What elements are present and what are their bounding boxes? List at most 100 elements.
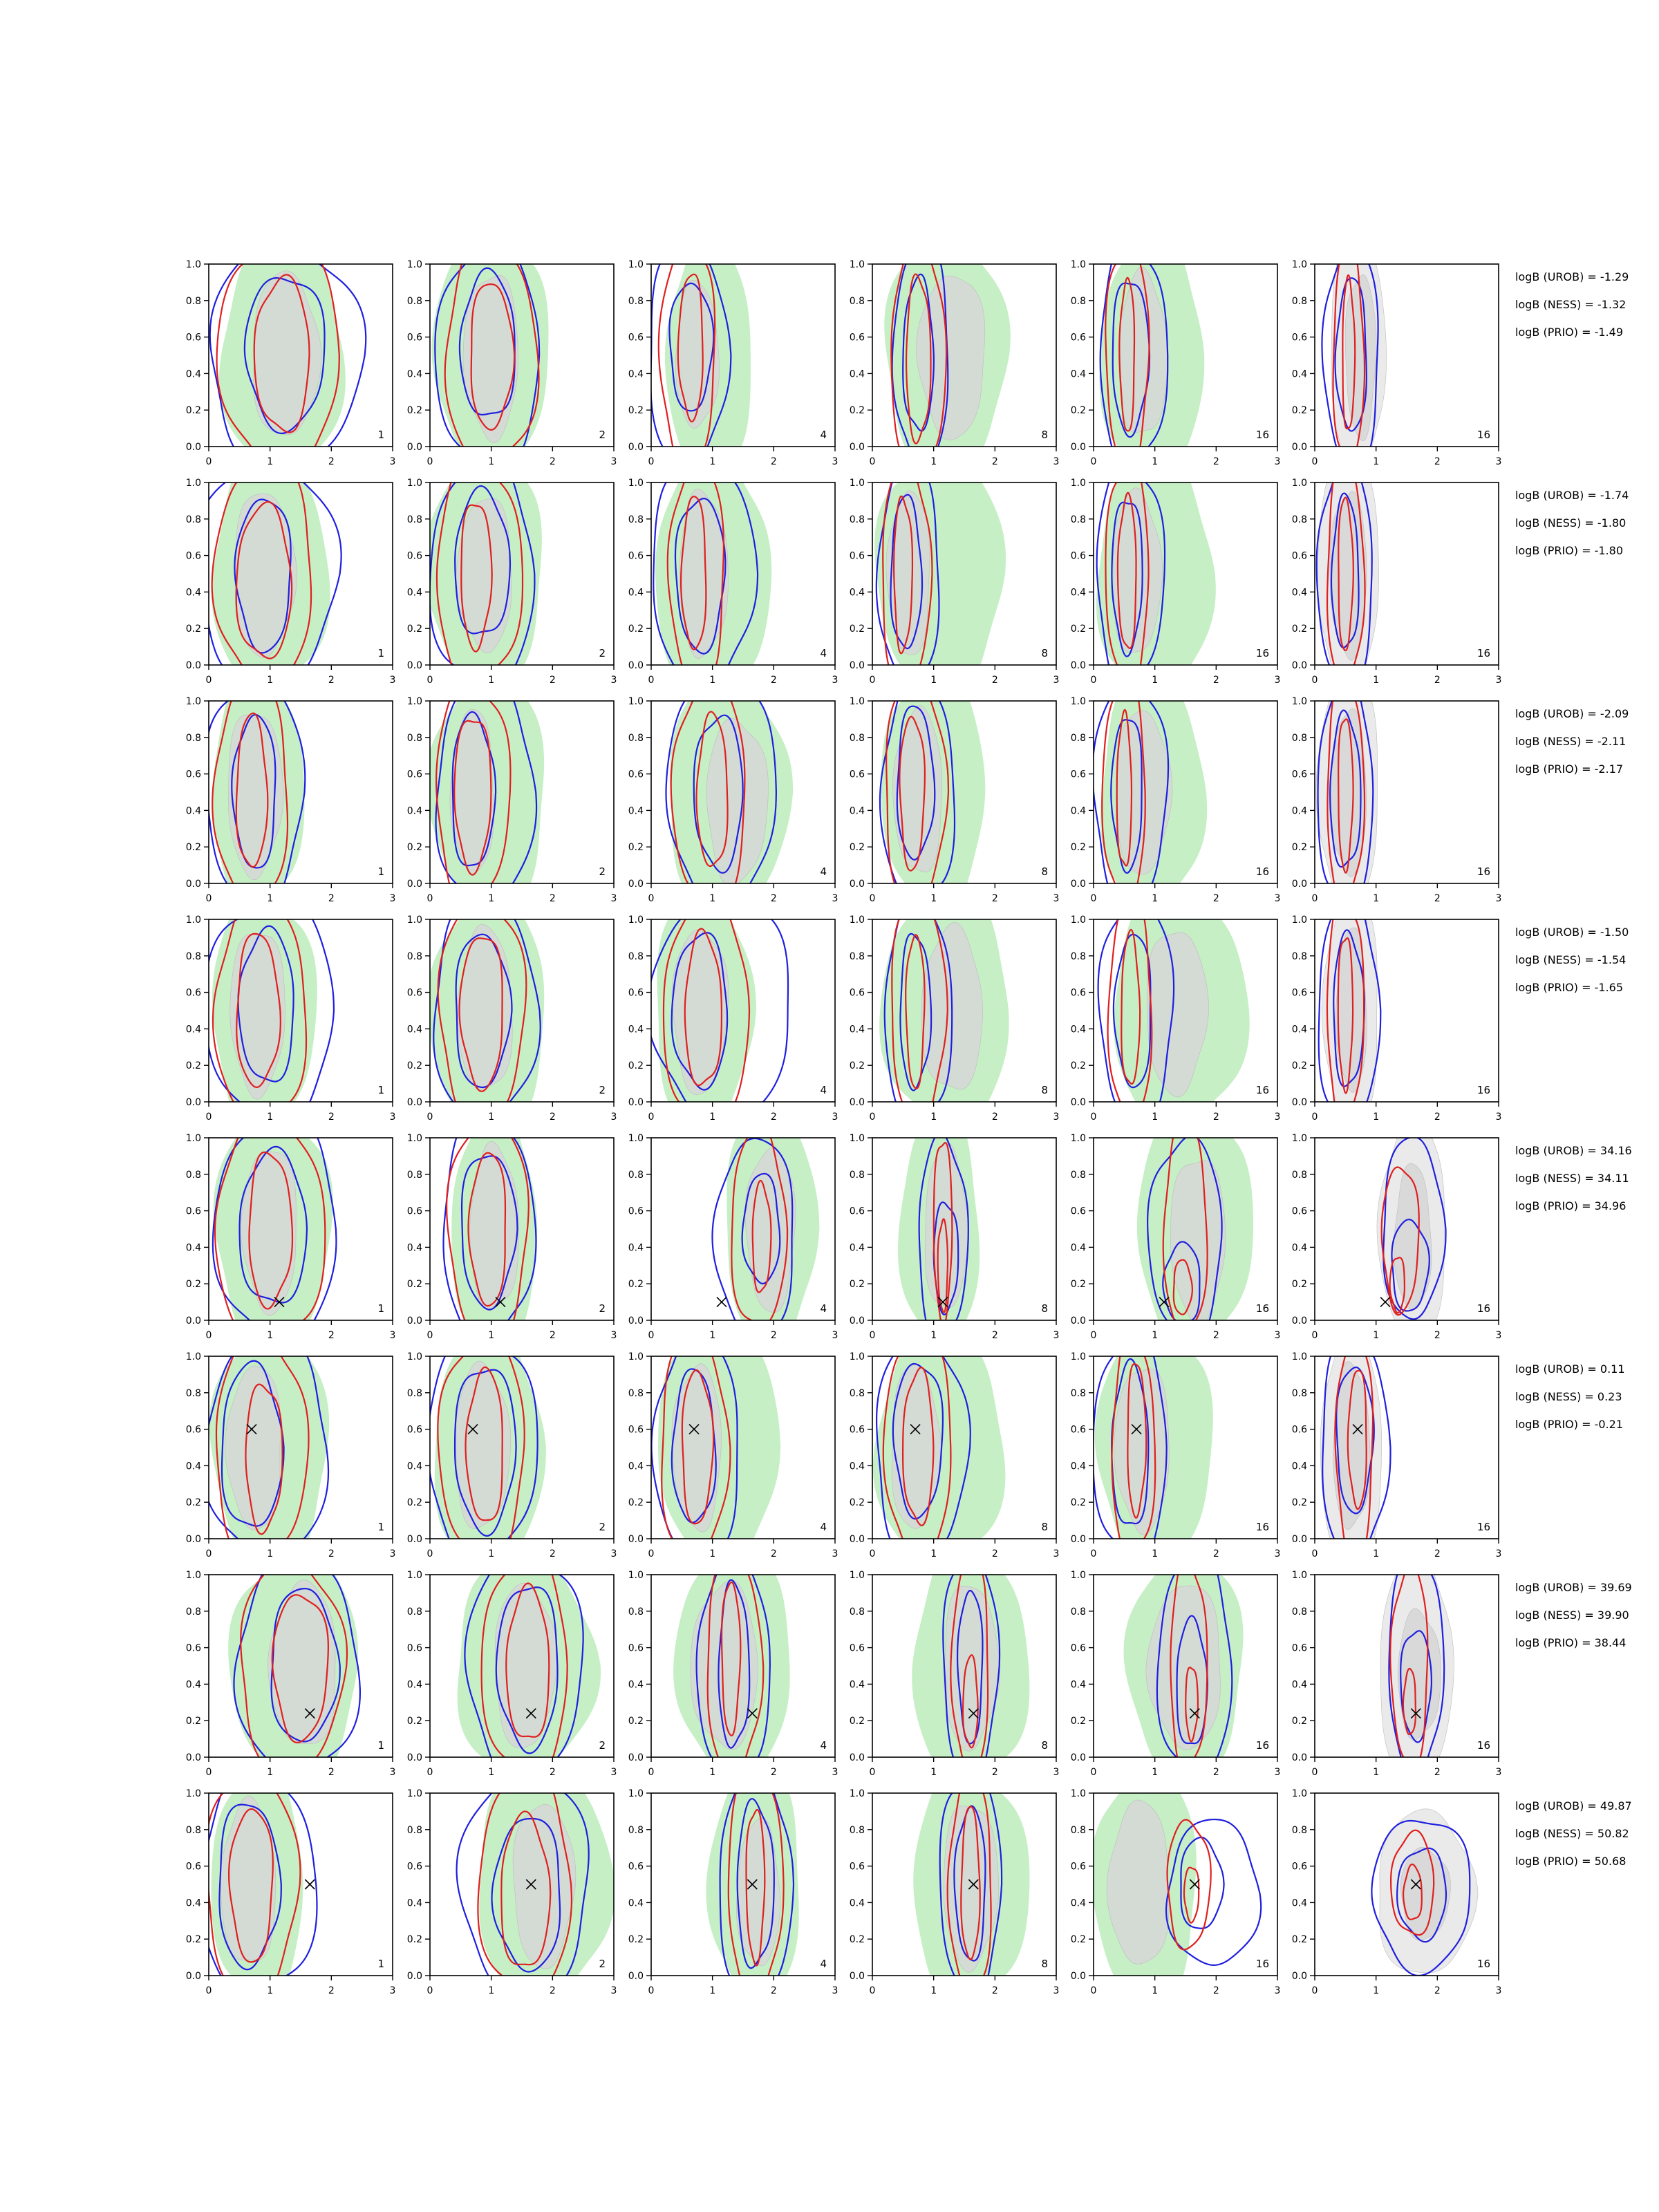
y-tick-label: 1.0 bbox=[628, 1788, 644, 1799]
axes-frame bbox=[208, 1792, 393, 1976]
y-tick-label: 0.8 bbox=[186, 1825, 201, 1836]
x-tick-label: 3 bbox=[1053, 1112, 1060, 1123]
x-mark-stroke bbox=[747, 1708, 758, 1719]
red-contour-5 bbox=[212, 919, 308, 1102]
gray-contour-2 bbox=[916, 275, 986, 440]
y-tick-label: 0.2 bbox=[850, 1497, 865, 1508]
blue-contour-4 bbox=[218, 1803, 282, 1971]
y-tick-label: 0.4 bbox=[186, 587, 201, 598]
blue-contour-4 bbox=[1111, 501, 1143, 657]
plot-area bbox=[879, 919, 1009, 1102]
panel-r3-c6: 0 1 2 3 0.0 0.2 0.4 0.6 0.8 1.0 16 bbox=[1292, 696, 1502, 904]
x-tick-label: 0 bbox=[206, 456, 212, 467]
y-tick-label: 0.6 bbox=[850, 769, 865, 780]
x-tick-label: 1 bbox=[1373, 1330, 1379, 1341]
y-tick-label: 1.0 bbox=[1071, 1133, 1086, 1144]
y-tick-label: 0.6 bbox=[186, 1206, 201, 1217]
y-tick-label: 1.0 bbox=[186, 1570, 201, 1581]
red-contour-6 bbox=[235, 712, 269, 868]
axes-frame bbox=[1093, 1356, 1278, 1539]
panel-r2-c6: 0 1 2 3 0.0 0.2 0.4 0.6 0.8 1.0 16 bbox=[1292, 478, 1502, 686]
plot-area bbox=[711, 1138, 820, 1320]
y-tick-label: 0.4 bbox=[407, 1897, 422, 1909]
x-tick-label: 2 bbox=[771, 1330, 777, 1341]
y-tick-label: 0.2 bbox=[407, 1279, 422, 1290]
panel-r1-c4: 0 1 2 3 0.0 0.2 0.4 0.6 0.8 1.0 8 bbox=[850, 259, 1060, 467]
logb-label: logB (UROB) = -1.29 bbox=[1515, 270, 1629, 283]
x-mark-icon bbox=[1410, 1708, 1421, 1719]
x-tick-label: 0 bbox=[206, 1767, 212, 1778]
x-tick-label: 3 bbox=[1275, 1767, 1281, 1778]
panel-count-label: 1 bbox=[377, 429, 384, 441]
panel-r7-c1: 0 1 2 3 0.0 0.2 0.4 0.6 0.8 1.0 1 bbox=[186, 1570, 396, 1778]
red-contour-5 bbox=[445, 1138, 529, 1320]
logb-label: logB (PRIO) = -0.21 bbox=[1515, 1418, 1623, 1431]
x-tick-label: 3 bbox=[1496, 1330, 1502, 1341]
y-tick-label: 0.8 bbox=[850, 951, 865, 962]
x-tick-label: 0 bbox=[427, 893, 433, 904]
y-tick-label: 0.6 bbox=[186, 551, 201, 562]
gray-contour-2 bbox=[1118, 266, 1168, 433]
y-tick-label: 0.8 bbox=[407, 296, 422, 307]
y-tick-label: 0.4 bbox=[850, 805, 865, 816]
plot-area bbox=[1099, 264, 1205, 447]
red-contour-5 bbox=[212, 701, 289, 883]
y-tick-label: 1.0 bbox=[850, 1570, 865, 1581]
y-tick-label: 0.6 bbox=[1071, 551, 1086, 562]
x-tick-label: 2 bbox=[771, 456, 777, 467]
x-tick-label: 1 bbox=[1373, 1985, 1379, 1996]
x-tick-label: 0 bbox=[206, 893, 212, 904]
y-tick-label: 0.8 bbox=[186, 733, 201, 744]
red-contour-5 bbox=[1334, 1356, 1374, 1539]
x-tick-label: 1 bbox=[1373, 893, 1379, 904]
red-contour-5 bbox=[1162, 1138, 1208, 1320]
blue-contour-4 bbox=[451, 711, 497, 867]
panel-r2-c3: 0 1 2 3 0.0 0.2 0.4 0.6 0.8 1.0 4 bbox=[628, 478, 838, 686]
blue-contour-4 bbox=[455, 933, 513, 1089]
red-contour-5 bbox=[214, 1138, 326, 1320]
y-tick-label: 0.4 bbox=[850, 1242, 865, 1253]
y-tick-label: 1.0 bbox=[1292, 1570, 1307, 1581]
red-contour-5 bbox=[1105, 264, 1150, 447]
panel-r6-c3: 0 1 2 3 0.0 0.2 0.4 0.6 0.8 1.0 4 bbox=[628, 1351, 838, 1559]
panel-count-label: 8 bbox=[1041, 1521, 1048, 1533]
panel-r3-c5: 0 1 2 3 0.0 0.2 0.4 0.6 0.8 1.0 16 bbox=[1071, 696, 1281, 904]
y-tick-label: 1.0 bbox=[1292, 1133, 1307, 1144]
y-tick-label: 0.6 bbox=[1071, 1862, 1086, 1873]
plot-area bbox=[673, 1575, 790, 1757]
y-tick-label: 1.0 bbox=[186, 478, 201, 489]
y-tick-label: 0.0 bbox=[850, 660, 865, 671]
plot-area bbox=[872, 1356, 1006, 1539]
red-contour-5 bbox=[1326, 919, 1365, 1102]
y-tick-label: 0.2 bbox=[628, 405, 644, 416]
red-contour-6 bbox=[245, 1383, 283, 1535]
x-tick-label: 0 bbox=[1312, 1767, 1318, 1778]
y-tick-label: 0.0 bbox=[186, 1752, 201, 1763]
blue-contour-4 bbox=[234, 498, 292, 654]
panel-r8-c1: 0 1 2 3 0.0 0.2 0.4 0.6 0.8 1.0 1 bbox=[186, 1788, 396, 1996]
y-tick-label: 0.0 bbox=[1292, 1534, 1307, 1545]
x-mark-stroke bbox=[688, 1424, 700, 1435]
axes-frame bbox=[208, 919, 393, 1103]
panel-r7-c6: 0 1 2 3 0.0 0.2 0.4 0.6 0.8 1.0 16 bbox=[1292, 1570, 1502, 1778]
plot-area bbox=[651, 919, 789, 1102]
panel-count-label: 16 bbox=[1477, 647, 1490, 659]
x-tick-label: 3 bbox=[1275, 675, 1281, 686]
x-tick-label: 0 bbox=[1312, 1112, 1318, 1123]
gray-contour-2 bbox=[449, 709, 494, 874]
y-tick-label: 0.8 bbox=[407, 1388, 422, 1399]
y-tick-label: 0.4 bbox=[1292, 805, 1307, 816]
x-tick-label: 3 bbox=[1496, 1112, 1502, 1123]
x-mark-stroke bbox=[304, 1879, 315, 1890]
red-contour-5 bbox=[946, 1793, 992, 1976]
y-tick-label: 1.0 bbox=[186, 1133, 201, 1144]
y-tick-label: 0.0 bbox=[1292, 1097, 1307, 1108]
blue-contour-3 bbox=[1094, 701, 1170, 883]
gray-contour-2 bbox=[1397, 1608, 1441, 1741]
y-tick-label: 0.8 bbox=[1071, 296, 1086, 307]
y-tick-label: 0.2 bbox=[850, 405, 865, 416]
blue-contour-3 bbox=[1097, 919, 1175, 1102]
y-tick-label: 0.4 bbox=[628, 368, 644, 379]
panel-r2-c2: 0 1 2 3 0.0 0.2 0.4 0.6 0.8 1.0 2 bbox=[407, 478, 617, 686]
y-tick-label: 0.4 bbox=[1292, 1242, 1307, 1253]
